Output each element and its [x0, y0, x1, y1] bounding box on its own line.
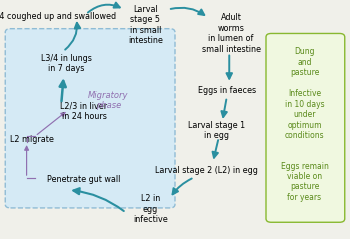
FancyBboxPatch shape: [5, 29, 175, 208]
Text: L4 coughed up and swallowed: L4 coughed up and swallowed: [0, 12, 117, 21]
Text: Adult
worms
in lumen of
small intestine: Adult worms in lumen of small intestine: [202, 13, 260, 54]
Text: Infective
in 10 days
under
optimum
conditions: Infective in 10 days under optimum condi…: [285, 89, 324, 140]
FancyBboxPatch shape: [266, 33, 345, 222]
Text: L2 in
egg
infective: L2 in egg infective: [133, 194, 168, 224]
Text: L2 migrate: L2 migrate: [9, 135, 54, 144]
Text: Larval stage 1
in egg: Larval stage 1 in egg: [188, 120, 246, 140]
Text: Migratory
phase: Migratory phase: [88, 91, 129, 110]
Text: Eggs remain
viable on
pasture
for years: Eggs remain viable on pasture for years: [281, 162, 328, 202]
Text: Eggs in faeces: Eggs in faeces: [198, 86, 257, 95]
Text: Larval
stage 5
in small
intestine: Larval stage 5 in small intestine: [128, 5, 163, 45]
Text: Larval stage 2 (L2) in egg: Larval stage 2 (L2) in egg: [155, 166, 258, 175]
Text: L2/3 in liver
in 24 hours: L2/3 in liver in 24 hours: [61, 101, 107, 121]
Text: Penetrate gut wall: Penetrate gut wall: [47, 175, 121, 184]
Text: L3/4 in lungs
in 7 days: L3/4 in lungs in 7 days: [41, 54, 92, 73]
Text: Dung
and
pasture: Dung and pasture: [290, 47, 319, 77]
